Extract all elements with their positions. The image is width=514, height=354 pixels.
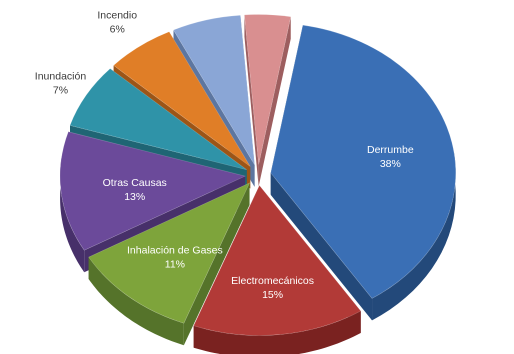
pie-slices — [59, 14, 457, 354]
pie-slice-rim — [88, 257, 184, 346]
pie-slice-face — [173, 14, 255, 165]
pie-slice-face — [88, 182, 251, 324]
pie-slice-face — [113, 31, 251, 167]
pie-slice-face — [270, 24, 457, 299]
slice-value-label: 15% — [262, 289, 283, 301]
pie-slice-explosivos — [244, 14, 292, 187]
pie-slice-rim — [60, 155, 85, 273]
pie-slice-wall — [244, 14, 259, 187]
slice-label: Inundación — [35, 70, 87, 82]
pie-labels: Derrumbe 38% Electromecánicos 15% Inhalación… — [35, 9, 414, 301]
pie-slice-rim — [372, 151, 456, 321]
slice-label: Incendio — [97, 9, 137, 21]
slice-value-label: 13% — [124, 191, 145, 203]
pie-slice-electromec-nicos — [193, 184, 362, 354]
pie-slice-wall — [183, 183, 250, 346]
pie-slice-face — [69, 68, 247, 171]
slice-label: Electromecánicos — [231, 275, 314, 287]
pie-slice-derrumbe — [270, 24, 457, 321]
slice-value-label: 6% — [110, 23, 125, 35]
slice-value-label: 38% — [380, 158, 401, 170]
pie-slice-face — [244, 14, 292, 165]
pie-slice-wall — [270, 172, 373, 321]
pie-slice-wall — [258, 16, 291, 187]
pie-slice-rim — [193, 310, 361, 354]
slice-value-label: 11% — [165, 259, 185, 271]
pie-slice-face — [193, 184, 362, 336]
slice-label: Otras Causas — [103, 177, 167, 189]
slice-label: Derrumbe — [367, 144, 414, 156]
slice-value-label: 7% — [53, 84, 68, 96]
pie-slice-face — [59, 131, 246, 251]
slice-label: Inhalación de Gases — [127, 245, 223, 257]
pie-slice-inhalaci-n-de-gases — [88, 182, 251, 346]
